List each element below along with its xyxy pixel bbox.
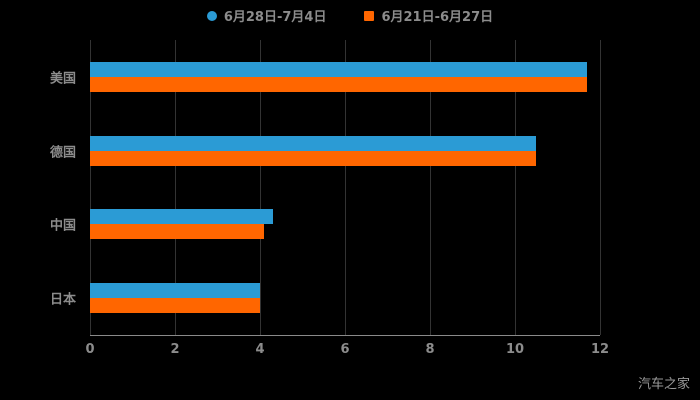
x-axis: 0 2 4 6 8 10 12 — [85, 340, 609, 360]
gridline — [260, 40, 261, 335]
legend-marker-icon — [206, 10, 217, 21]
x-tick-label: 8 — [425, 342, 435, 357]
category-label: 中国 — [49, 218, 76, 234]
gridline — [515, 40, 516, 335]
x-tick-label: 4 — [255, 342, 265, 357]
plot-area — [90, 40, 601, 336]
bar — [90, 135, 537, 151]
watermark: 汽车之家 — [637, 377, 690, 392]
gridline — [345, 40, 346, 335]
bar — [90, 76, 588, 92]
bar — [90, 150, 537, 166]
category-label: 美国 — [49, 71, 76, 87]
legend-item[interactable]: 6月21日-6月27日 — [364, 6, 493, 25]
legend-item[interactable]: 6月28日-7月4日 — [206, 6, 327, 25]
gridline — [90, 40, 91, 335]
gridline — [430, 40, 431, 335]
bar — [90, 224, 265, 240]
bar — [90, 298, 260, 314]
bar — [90, 209, 273, 225]
bar — [90, 283, 260, 299]
category-label: 日本 — [49, 292, 76, 308]
x-tick-label: 6 — [340, 342, 350, 357]
legend-marker-icon — [364, 10, 375, 21]
x-tick-label: 2 — [170, 342, 180, 357]
legend-label: 6月28日-7月4日 — [223, 10, 327, 25]
x-tick-label: 12 — [590, 342, 610, 357]
x-tick-label: 10 — [505, 342, 525, 357]
legend: 6月28日-7月4日 6月21日-6月27日 — [0, 6, 700, 25]
x-tick-label: 0 — [85, 342, 95, 357]
category-labels: 美国 德国 中国 日本 — [0, 40, 82, 335]
gridline — [175, 40, 176, 335]
legend-label: 6月21日-6月27日 — [381, 10, 494, 25]
category-label: 德国 — [49, 145, 76, 161]
gridline — [600, 40, 601, 335]
bar — [90, 61, 588, 77]
